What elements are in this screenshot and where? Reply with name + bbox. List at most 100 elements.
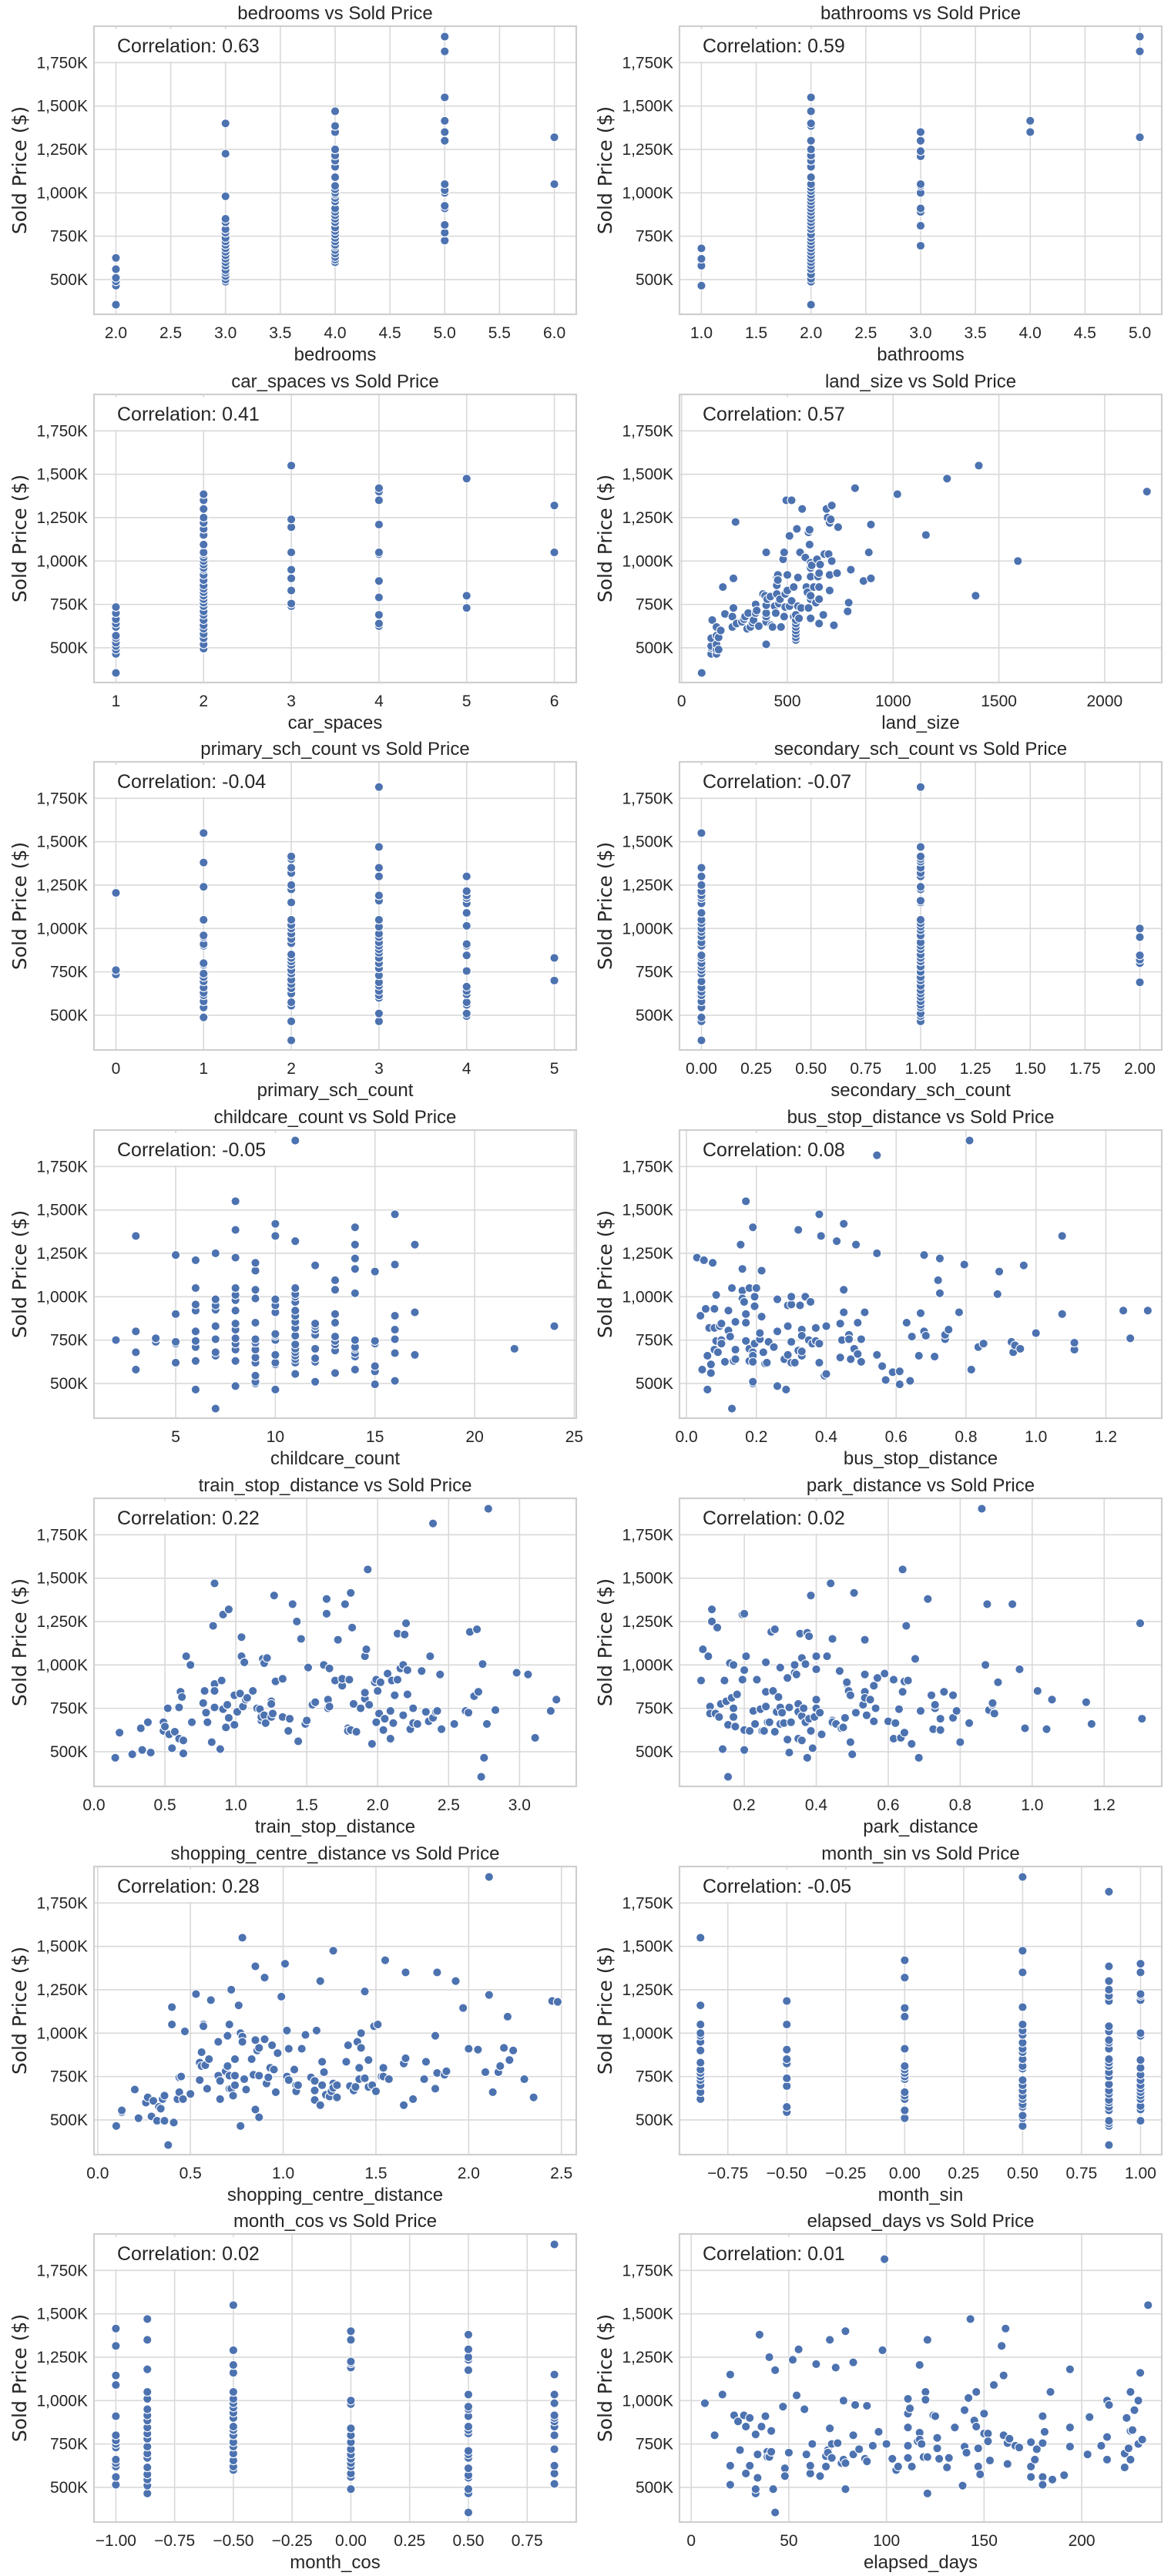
scatter-point [354, 2062, 364, 2072]
scatter-point [1136, 2054, 1146, 2064]
scatter-point [549, 2398, 559, 2409]
scatter-point [340, 1599, 351, 1609]
x-tick-label: 1.00 [905, 1060, 937, 1078]
scatter-point [228, 2090, 238, 2101]
scatter-point [1137, 1713, 1147, 1724]
scatter-point [370, 1361, 380, 1371]
scatter-point [199, 489, 209, 499]
scatter-point [754, 2329, 765, 2340]
scatter-point [215, 2075, 225, 2085]
scatter-point [549, 976, 559, 986]
scatter-point [894, 1367, 904, 1377]
y-tick-label: 1,500K [622, 1202, 673, 1219]
scatter-point [310, 1319, 320, 1329]
scatter-point [374, 871, 384, 882]
scatter-point [401, 1967, 411, 1977]
scatter-point [869, 1680, 879, 1691]
scatter-point [346, 2396, 356, 2406]
scatter-point [1142, 486, 1152, 497]
scatter-point [861, 1710, 872, 1720]
y-tick-label: 1,250K [36, 141, 88, 159]
scatter-point [988, 2380, 999, 2390]
scatter-point [1042, 1724, 1052, 1734]
scatter-point [696, 871, 706, 882]
scatter-point [228, 2345, 239, 2356]
scatter-point [461, 590, 471, 601]
scatter-point [410, 1307, 420, 1317]
scatter-point [461, 1008, 471, 1019]
scatter-point [111, 2341, 121, 2351]
scatter-point [733, 2417, 743, 2427]
annotation-background [693, 1869, 863, 1902]
scatter-point [350, 1364, 361, 1375]
scatter-point [250, 1258, 260, 1268]
scatter-point [826, 1578, 836, 1588]
scatter-point [761, 608, 771, 618]
scatter-points [111, 782, 559, 1046]
scatter-point [992, 1289, 1002, 1300]
scatter-point [133, 2113, 143, 2123]
y-axis-label: Sold Price ($) [8, 2314, 31, 2442]
y-axis-label: Sold Price ($) [594, 475, 616, 602]
scatter-point [374, 782, 384, 793]
scatter-point [880, 1669, 890, 1679]
scatter-point [980, 1659, 991, 1670]
scatter-point [780, 2464, 790, 2474]
scatter-point [971, 2387, 981, 2397]
y-tick-label: 750K [636, 228, 673, 246]
scatter-point [286, 1017, 297, 1027]
scatter-point [739, 1745, 750, 1755]
scatter-point [270, 1329, 280, 1339]
scatter-point [430, 2083, 441, 2094]
scatter-point [706, 1604, 717, 1615]
scatter-point [773, 575, 783, 585]
scatter-point [841, 2484, 851, 2494]
scatter-point [806, 119, 816, 129]
scatter-point [440, 32, 450, 42]
scatter-point [143, 2442, 153, 2452]
scatter-point [505, 2054, 515, 2064]
scatter-point [199, 915, 209, 925]
scatter-point [330, 106, 341, 116]
scatter-point [832, 568, 842, 578]
scatter-point [926, 1690, 937, 1700]
scatter-point [196, 2047, 206, 2057]
scatter-panel-month-cos: Correlation: 0.02 month_cos vs Sold Price… [8, 2211, 578, 2573]
y-tick-label: 1,500K [36, 2306, 88, 2323]
scatter-point [1018, 2110, 1028, 2120]
y-tick-label: 1,000K [36, 184, 88, 202]
x-tick-label: 1.0 [1025, 1428, 1047, 1446]
scatter-point [390, 1376, 400, 1386]
scatter-point [783, 1321, 793, 1331]
scatter-point [706, 1360, 716, 1370]
scatter-point [805, 1296, 816, 1307]
scatter-point [1102, 2432, 1112, 2442]
scatter-point [879, 2254, 890, 2265]
scatter-point [239, 2074, 250, 2084]
axes-frame [678, 25, 1163, 316]
y-tick-label: 500K [636, 639, 673, 657]
scatter-point [374, 519, 384, 529]
scatter-point [797, 1735, 807, 1746]
scatter-point [310, 1377, 320, 1387]
x-tick-label: 0.50 [795, 1060, 827, 1078]
scatter-point [914, 1350, 924, 1361]
scatter-point [451, 1976, 461, 1986]
scatter-point [143, 2463, 153, 2473]
x-tick-label: −0.25 [825, 2165, 866, 2182]
scatter-point [760, 1702, 771, 1712]
scatter-point [955, 1737, 965, 1747]
annotation-background [693, 765, 863, 798]
scatter-point [915, 915, 926, 925]
scatter-point [177, 1692, 187, 1702]
y-tick-label: 1,750K [622, 422, 673, 440]
y-tick-label: 500K [50, 1375, 88, 1393]
correlation-annotation: Correlation: -0.05 [117, 1139, 266, 1161]
scatter-point [1136, 1967, 1146, 1977]
scatter-point [143, 2387, 153, 2397]
scatter-point [401, 1618, 411, 1628]
scatter-point [787, 595, 797, 605]
y-tick-label: 500K [50, 1007, 88, 1025]
x-tick-label: 0.6 [877, 1796, 899, 1814]
scatter-point [1118, 1306, 1129, 1316]
